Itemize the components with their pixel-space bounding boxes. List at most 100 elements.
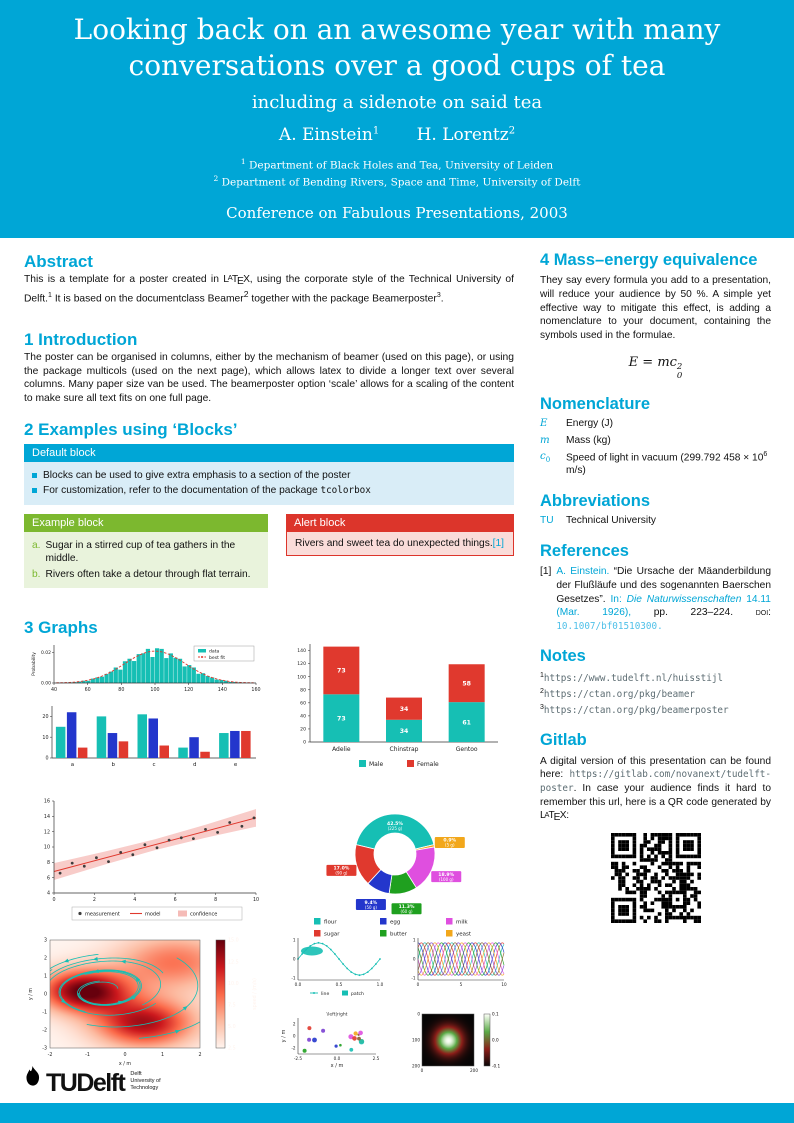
mini-multiline-plot: 0 5 10 -1 0 1 [404,934,510,990]
svg-text:e: e [234,762,238,768]
svg-text:Female: Female [417,761,439,768]
default-block-title: Default block [24,444,514,462]
heading-graphs: 3 Graphs [24,618,98,637]
heading-introduction: 1 Introduction [24,330,138,349]
svg-text:10: 10 [44,845,50,851]
mini-line-patch-plot: 0.0 0.5 1.0 -1 0 1 line patch [280,934,386,1002]
svg-text:measurement: measurement [85,911,120,917]
journal-name: Die Naturwissenschaften [626,593,742,605]
svg-text:0.0: 0.0 [295,982,302,987]
svg-text:(225 g): (225 g) [388,826,403,831]
svg-text:Male: Male [369,761,384,768]
svg-text:34: 34 [400,728,409,735]
heading-mass-energy: 4 Mass–energy equivalence [540,251,758,269]
svg-text:(5 g): (5 g) [445,843,455,848]
svg-text:0.00: 0.00 [41,681,51,687]
chart-regression: 0 2 4 6 8 10 4 6 8 10 12 14 16 measurement model confid… [28,796,264,934]
nomenclature-row: c0 Speed of light in vacuum (299.792 458 … [540,450,768,476]
mini-scatter-plot: \left|right -2.5 0.0 2.5 -2 0 2 x / m y / m [280,1010,386,1074]
default-block: Default block Blocks can be used to give… [24,444,514,505]
nomenclature-row: E Energy (J) [540,418,613,430]
note-url[interactable]: https://ctan.org/pkg/beamer [543,688,696,700]
heading-gitlab: Gitlab [540,731,587,750]
svg-text:58: 58 [462,680,471,687]
qr-code [610,833,701,924]
svg-text:20: 20 [300,727,306,733]
note-url[interactable]: https://www.tudelft.nl/huisstijl [543,672,724,684]
svg-text:yeast: yeast [456,932,472,938]
svg-text:b: b [111,762,115,768]
chart-grouped-bar: 0 10 20 a b c d e [28,702,264,778]
list-item: Blocks can be used to give extra emphasi… [32,469,506,482]
introduction-text: The poster can be organised in columns, … [24,352,514,405]
svg-text:(100 g): (100 g) [439,877,454,882]
svg-text:flour: flour [324,920,337,926]
logo-tagline: Delft University of Technology [130,1071,161,1092]
svg-text:d: d [193,762,197,768]
svg-text:18.9%: 18.9% [438,872,454,878]
graphs-area: 40 60 80 100 120 140 160 0.00 0.02 Probability dat… [24,638,514,1103]
note-item: 3https://ctan.org/pkg/beamerposter [540,703,729,717]
svg-text:40: 40 [51,687,57,693]
svg-text:confidence: confidence [190,911,217,917]
heading-references: References [540,541,629,560]
reference-author: A. Einstein. [556,566,610,578]
poster-banner: Looking back on an awesome year with man… [0,0,794,238]
svg-text:17.0%: 17.0% [333,866,349,872]
svg-text:73: 73 [337,668,346,675]
svg-text:60: 60 [85,687,91,693]
svg-text:10: 10 [253,897,259,903]
svg-text:11.3%: 11.3% [399,904,415,910]
author-2: H. Lorentz2 [416,124,516,145]
svg-text:6: 6 [174,897,177,903]
svg-text:sugar: sugar [324,932,340,938]
svg-text:y / m: y / m [281,1030,287,1043]
doi-link[interactable]: 10.1007/bf01510300. [556,620,663,632]
svg-text:Probability: Probability [31,652,37,676]
svg-text:0: 0 [293,957,296,962]
svg-text:120: 120 [297,661,306,667]
right-column: 4 Mass–energy equivalence They say every… [540,246,771,924]
poster-subtitle: including a sidenote on said tea [251,91,543,113]
svg-text:(60 g): (60 g) [401,909,413,914]
svg-text:40: 40 [300,713,306,719]
list-item: For customization, refer to the document… [32,484,506,497]
svg-text:c: c [152,762,155,768]
nomenclature-row: m Mass (kg) [540,434,611,446]
authors-line: A. Einstein1 H. Lorentz2 [0,125,794,145]
svg-text:0.02: 0.02 [41,650,51,656]
default-block-body: Blocks can be used to give extra emphasi… [24,462,514,505]
abbreviation-row: TU Technical University [540,515,657,527]
svg-text:140: 140 [297,648,306,654]
note-url[interactable]: https://ctan.org/pkg/beamerposter [543,705,729,717]
svg-text:\left|right: \left|right [327,1012,348,1018]
note-item: 1https://www.tudelft.nl/huisstijl [540,671,724,684]
svg-text:a: a [71,762,74,768]
svg-text:0: 0 [293,1034,296,1039]
svg-text:Chinstrap: Chinstrap [390,746,419,753]
gitlab-url[interactable]: https://gitlab.com/novanext/tudelft-post… [540,769,771,794]
affiliation-2: 2 Department of Bending Rivers, Space an… [213,174,581,189]
note-item: 2https://ctan.org/pkg/beamer [540,687,696,700]
svg-text:-1: -1 [411,976,416,981]
svg-text:1: 1 [413,937,416,942]
svg-text:0.5: 0.5 [336,982,343,987]
list-item: a. Sugar in a stirred cup of tea gathers … [32,540,236,565]
bullet-square-icon [32,488,37,494]
svg-text:12: 12 [44,829,50,835]
heading-abbreviations: Abbreviations [540,491,651,510]
heading-notes: Notes [540,647,586,666]
tudelft-logo: TUDelft Delft University of Technology [22,1066,161,1097]
streamplot-canvas [24,936,268,1072]
svg-text:73: 73 [337,715,346,722]
example-block-title: Example block [24,514,268,532]
reference-entry: [1] A. Einstein. “Die Ursache der Mäande… [540,566,771,632]
citation-ref: [1] [492,538,504,549]
svg-text:10: 10 [501,982,507,987]
logo-wordmark: TUDelft [46,1068,126,1097]
alert-block: Alert block Rivers and sweet tea do unex… [286,514,514,557]
flame-icon [26,1066,40,1086]
svg-text:best fit: best fit [209,655,225,661]
svg-text:0.0: 0.0 [334,1056,341,1061]
